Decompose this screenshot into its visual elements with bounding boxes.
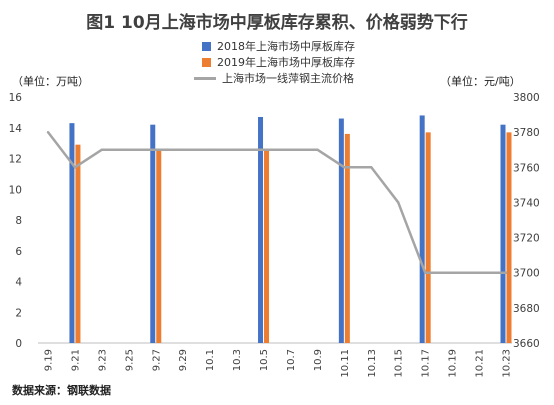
x-tick-label-8: 10.5 — [259, 349, 270, 371]
right-tick-label-1: 3680 — [513, 303, 540, 315]
price-point-15 — [450, 271, 454, 274]
right-tick-label-3: 3720 — [513, 233, 540, 245]
bar-2019-0 — [75, 144, 81, 343]
legend-swatch-2018 — [202, 41, 211, 51]
left-axis-unit: （单位：万吨） — [12, 75, 89, 88]
bar-2018-2 — [258, 116, 264, 343]
source-note: 数据来源：钢联数据 — [12, 384, 111, 397]
x-tick-label-12: 10.13 — [367, 349, 378, 378]
x-tick-label-6: 10.1 — [205, 349, 216, 371]
legend-label-2018: 2018年上海市场中厚板库存 — [217, 40, 355, 53]
left-tick-label-0: 0 — [15, 338, 22, 350]
bar-2018-4 — [419, 115, 425, 343]
price-point-10 — [316, 148, 319, 151]
legend-item-2018: 2018年上海市场中厚板库存 — [192, 38, 355, 54]
right-tick-label-5: 3760 — [513, 162, 540, 174]
x-tick-label-4: 9.27 — [151, 349, 162, 371]
x-tick-label-9: 10.7 — [286, 349, 297, 371]
price-point-14 — [423, 271, 427, 274]
x-tick-label-17: 10.23 — [502, 349, 513, 378]
price-point-11 — [343, 166, 346, 169]
price-point-16 — [477, 271, 481, 274]
bar-2019-2 — [264, 150, 270, 343]
price-point-6 — [208, 148, 211, 151]
right-tick-label-2: 3700 — [513, 268, 540, 280]
left-tick-label-3: 6 — [15, 246, 22, 258]
right-tick-label-7: 3800 — [513, 92, 540, 104]
price-point-5 — [181, 148, 184, 151]
bar-2019-1 — [156, 149, 162, 343]
left-tick-label-4: 8 — [15, 215, 22, 227]
price-point-12 — [370, 166, 373, 169]
price-point-13 — [397, 201, 400, 204]
x-tick-label-16: 10.21 — [475, 349, 486, 378]
left-tick-label-1: 2 — [15, 307, 22, 319]
x-tick-label-3: 9.25 — [124, 349, 135, 371]
price-point-1 — [73, 166, 77, 169]
legend-item-price: 上海市场一线萍钢主流价格 — [192, 70, 355, 86]
x-tick-label-5: 9.29 — [178, 349, 189, 371]
x-tick-label-0: 9.19 — [44, 349, 55, 371]
x-tick-label-2: 9.23 — [97, 349, 108, 371]
x-tick-label-13: 10.15 — [394, 349, 405, 378]
legend-label-price: 上海市场一线萍钢主流价格 — [222, 72, 354, 85]
bar-2018-3 — [338, 118, 344, 344]
legend-item-2019: 2019年上海市场中厚板库存 — [192, 54, 355, 70]
price-point-4 — [154, 148, 157, 151]
price-point-7 — [235, 148, 238, 151]
price-point-9 — [289, 148, 292, 151]
bar-2019-3 — [344, 133, 350, 343]
price-line — [47, 131, 506, 274]
price-point-8 — [262, 148, 265, 151]
price-point-17 — [504, 271, 508, 274]
right-axis-unit: （单位：元/吨） — [440, 75, 521, 88]
x-tick-label-10: 10.9 — [313, 349, 324, 371]
x-tick-label-15: 10.19 — [448, 349, 459, 378]
chart-legend: 2018年上海市场中厚板库存 2019年上海市场中厚板库存 上海市场一线萍钢主流… — [192, 38, 355, 86]
left-tick-label-2: 4 — [15, 277, 22, 289]
legend-swatch-2019 — [202, 57, 211, 67]
price-point-0 — [46, 130, 50, 134]
left-tick-label-5: 10 — [9, 184, 22, 196]
price-point-2 — [100, 148, 104, 151]
bar-2018-1 — [150, 124, 156, 343]
x-tick-label-7: 10.3 — [232, 349, 243, 371]
price-point-3 — [127, 148, 131, 151]
x-tick-label-1: 9.21 — [70, 349, 81, 371]
bar-2018-5 — [500, 124, 506, 343]
bar-2018-0 — [69, 123, 75, 343]
left-tick-label-7: 14 — [9, 123, 23, 135]
right-tick-label-6: 3780 — [513, 127, 540, 139]
left-tick-label-8: 16 — [9, 92, 23, 104]
x-tick-label-11: 10.11 — [340, 349, 351, 378]
chart-title: 图1 10月上海市场中厚板库存累积、价格弱势下行 — [86, 13, 468, 33]
right-tick-label-4: 3740 — [513, 197, 540, 209]
legend-label-2019: 2019年上海市场中厚板库存 — [217, 56, 355, 69]
bar-2019-5 — [506, 132, 512, 343]
right-tick-label-0: 3660 — [513, 338, 540, 350]
legend-line-price — [194, 76, 216, 80]
x-tick-label-14: 10.17 — [421, 349, 432, 378]
bar-2019-4 — [425, 132, 431, 343]
left-tick-label-6: 12 — [9, 154, 22, 166]
